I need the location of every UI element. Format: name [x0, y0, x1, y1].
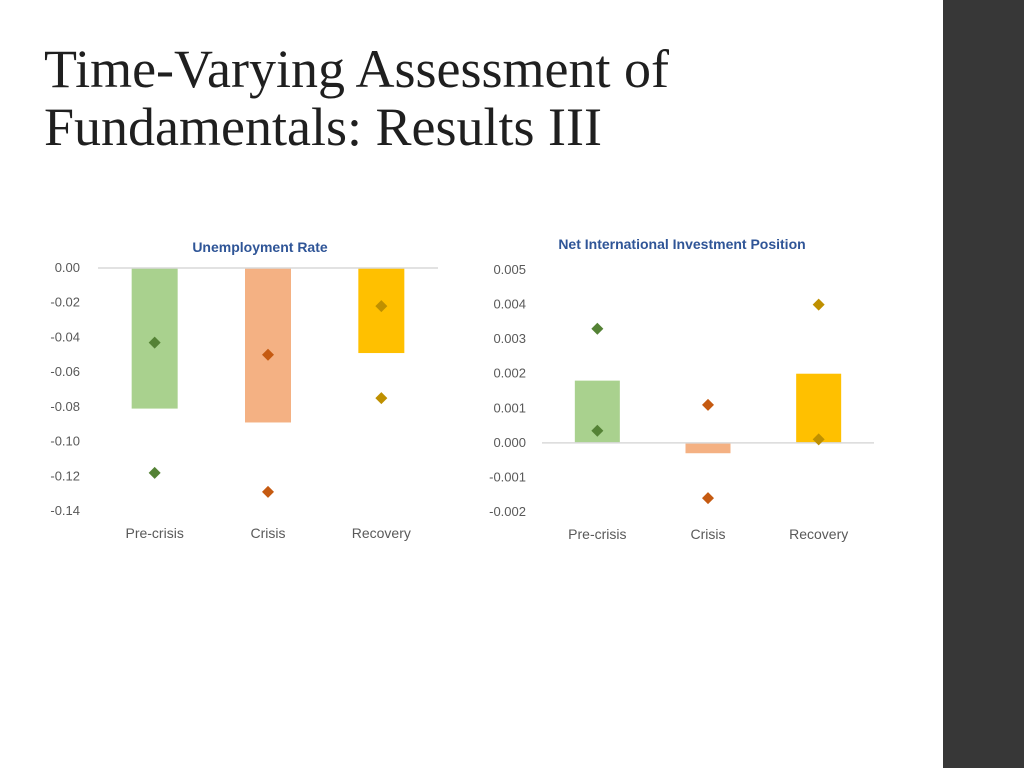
unemployment-marker-high-pre-crisis — [148, 336, 161, 349]
unemployment-y-tick-label: -0.04 — [50, 329, 80, 344]
niip-marker-low-pre-crisis — [591, 424, 604, 437]
unemployment-marker-high-recovery — [375, 300, 388, 313]
unemployment-y-tick-label: -0.06 — [50, 364, 80, 379]
unemployment-category-label: Pre-crisis — [125, 525, 183, 541]
slide-title-line-1: Time-Varying Assessment of — [44, 39, 670, 99]
unemployment-bar-crisis — [245, 268, 291, 423]
sidebar-panel — [943, 0, 1024, 768]
niip-y-tick-label: 0.000 — [493, 435, 526, 450]
unemployment-svg: Unemployment Rate 0.00 -0.02 -0.04 -0.06 -0.0… — [50, 239, 438, 541]
niip-y-tick-label: 0.003 — [493, 331, 526, 346]
slide-title-line-2: Fundamentals: Results III — [44, 97, 602, 157]
unemployment-y-tick-label: -0.08 — [50, 399, 80, 414]
niip-y-tick-label: 0.002 — [493, 366, 526, 381]
unemployment-chart-title: Unemployment Rate — [192, 239, 328, 255]
unemployment-y-tick-label: -0.02 — [50, 295, 80, 310]
unemployment-y-tick-label: -0.14 — [50, 503, 80, 518]
niip-category-label: Pre-crisis — [568, 526, 626, 542]
niip-chart-title: Net International Investment Position — [558, 236, 805, 252]
unemployment-y-tick-label: -0.10 — [50, 434, 80, 449]
niip-bar-crisis — [685, 442, 731, 454]
niip-y-tick-label: -0.002 — [489, 504, 526, 519]
unemployment-marker-high-crisis — [262, 348, 274, 361]
niip-bar-recovery — [796, 373, 842, 443]
unemployment-category-label: Recovery — [352, 525, 411, 541]
unemployment-category-label: Crisis — [251, 525, 286, 541]
niip-chart: Net International Investment Position 0.0… — [470, 225, 900, 565]
unemployment-marker-low-crisis — [262, 485, 274, 498]
niip-marker-low-recovery — [812, 433, 825, 446]
unemployment-rate-chart: Unemployment Rate 0.00 -0.02 -0.04 -0.06 -0.0… — [20, 225, 460, 565]
slide-title: Time-Varying Assessment of Fundamentals:… — [44, 40, 924, 156]
unemployment-y-tick-label: 0.00 — [55, 260, 80, 275]
niip-marker-low-crisis — [702, 492, 714, 505]
niip-category-label: Crisis — [691, 526, 726, 542]
niip-y-tick-label: 0.001 — [493, 400, 526, 415]
niip-category-label: Recovery — [789, 526, 848, 542]
unemployment-marker-low-pre-crisis — [148, 466, 161, 479]
niip-marker-high-recovery — [812, 298, 825, 311]
niip-svg: Net International Investment Position 0.0… — [489, 236, 874, 542]
niip-y-tick-label: 0.004 — [493, 297, 526, 312]
niip-marker-high-crisis — [702, 398, 714, 411]
niip-y-tick-label: -0.001 — [489, 469, 526, 484]
unemployment-marker-low-recovery — [375, 392, 388, 405]
unemployment-y-tick-label: -0.12 — [50, 468, 80, 483]
niip-marker-high-pre-crisis — [591, 322, 604, 335]
niip-y-tick-label: 0.005 — [493, 262, 526, 277]
